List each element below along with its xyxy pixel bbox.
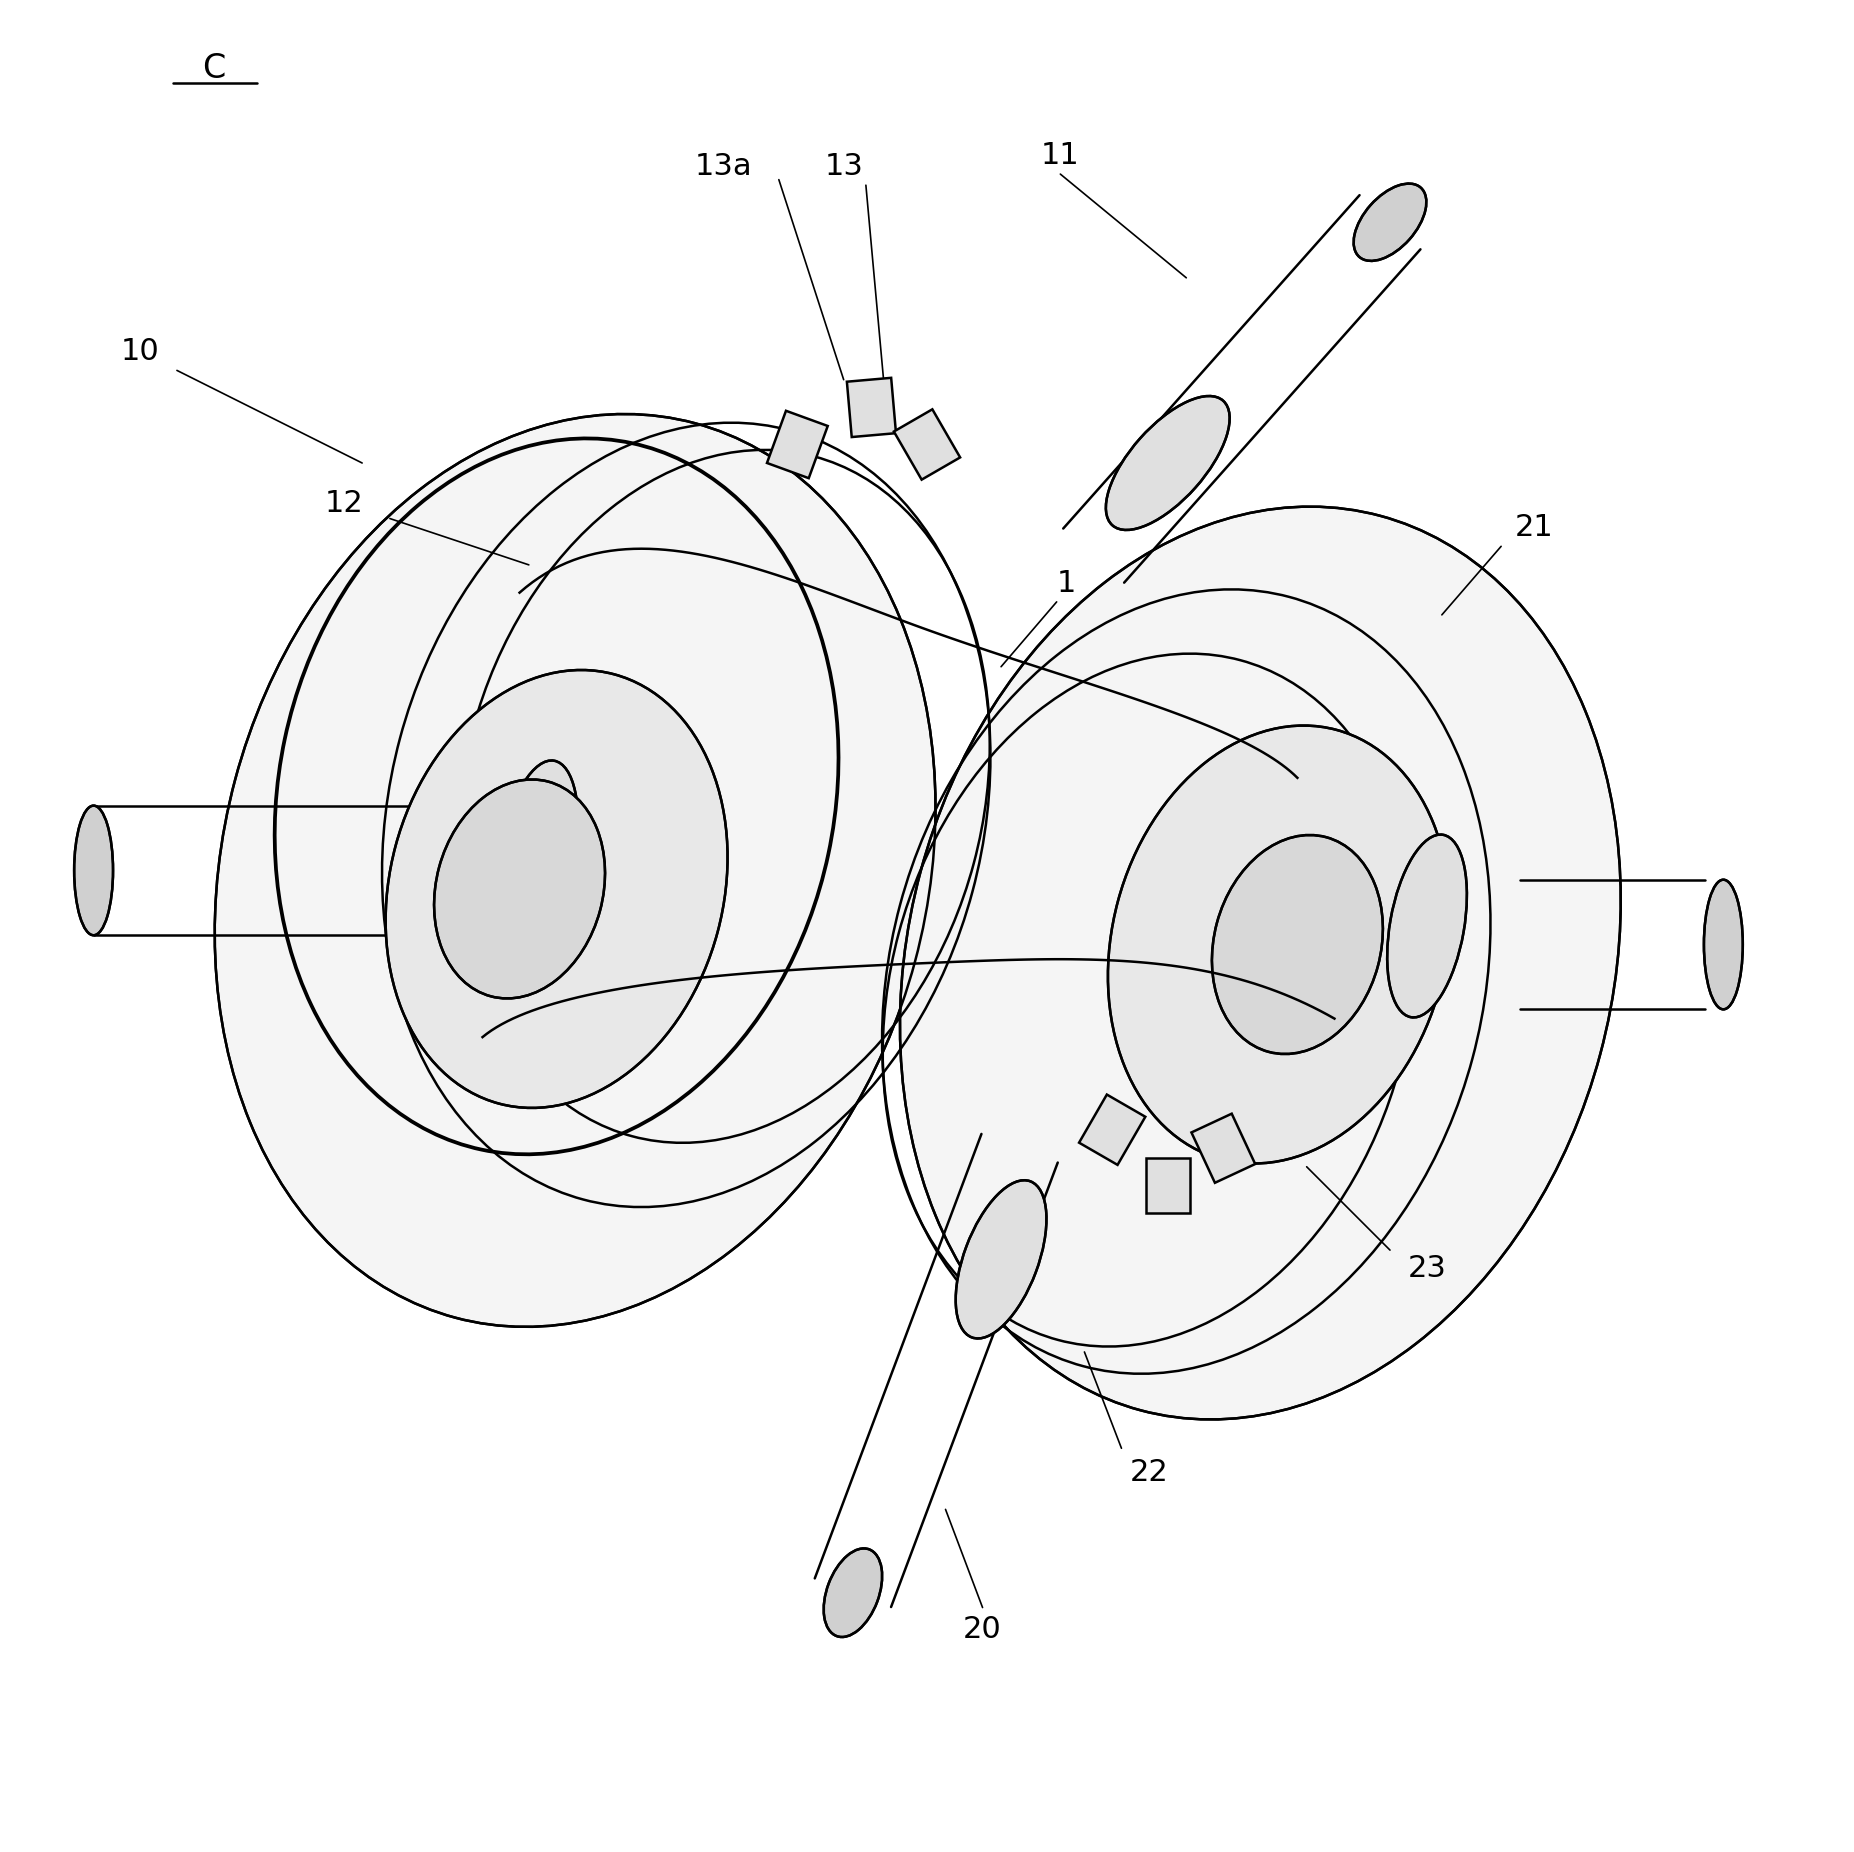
Ellipse shape xyxy=(1353,183,1426,261)
Text: 1: 1 xyxy=(1057,569,1075,598)
Text: 11: 11 xyxy=(1040,141,1079,170)
Ellipse shape xyxy=(823,1548,883,1637)
Text: 23: 23 xyxy=(1407,1254,1446,1283)
Text: 21: 21 xyxy=(1515,513,1554,543)
Text: 13: 13 xyxy=(825,152,864,181)
FancyBboxPatch shape xyxy=(1079,1095,1146,1165)
Ellipse shape xyxy=(434,780,604,998)
FancyBboxPatch shape xyxy=(1192,1113,1255,1183)
Text: 20: 20 xyxy=(964,1615,1001,1645)
Ellipse shape xyxy=(1704,880,1743,1009)
Ellipse shape xyxy=(1105,396,1229,530)
Ellipse shape xyxy=(499,761,578,943)
FancyBboxPatch shape xyxy=(1146,1158,1190,1213)
FancyBboxPatch shape xyxy=(847,378,895,437)
Ellipse shape xyxy=(955,1180,1046,1339)
Ellipse shape xyxy=(1387,835,1467,1017)
Text: 13a: 13a xyxy=(695,152,753,181)
FancyBboxPatch shape xyxy=(768,411,827,478)
Ellipse shape xyxy=(215,415,936,1326)
Text: 12: 12 xyxy=(324,489,363,519)
Ellipse shape xyxy=(1109,726,1450,1163)
Ellipse shape xyxy=(899,507,1620,1419)
Text: 10: 10 xyxy=(121,337,159,367)
Ellipse shape xyxy=(386,670,727,1107)
Text: C: C xyxy=(202,52,226,85)
Ellipse shape xyxy=(74,806,113,935)
Ellipse shape xyxy=(1213,835,1383,1054)
Text: 22: 22 xyxy=(1129,1458,1168,1487)
FancyBboxPatch shape xyxy=(894,409,960,480)
